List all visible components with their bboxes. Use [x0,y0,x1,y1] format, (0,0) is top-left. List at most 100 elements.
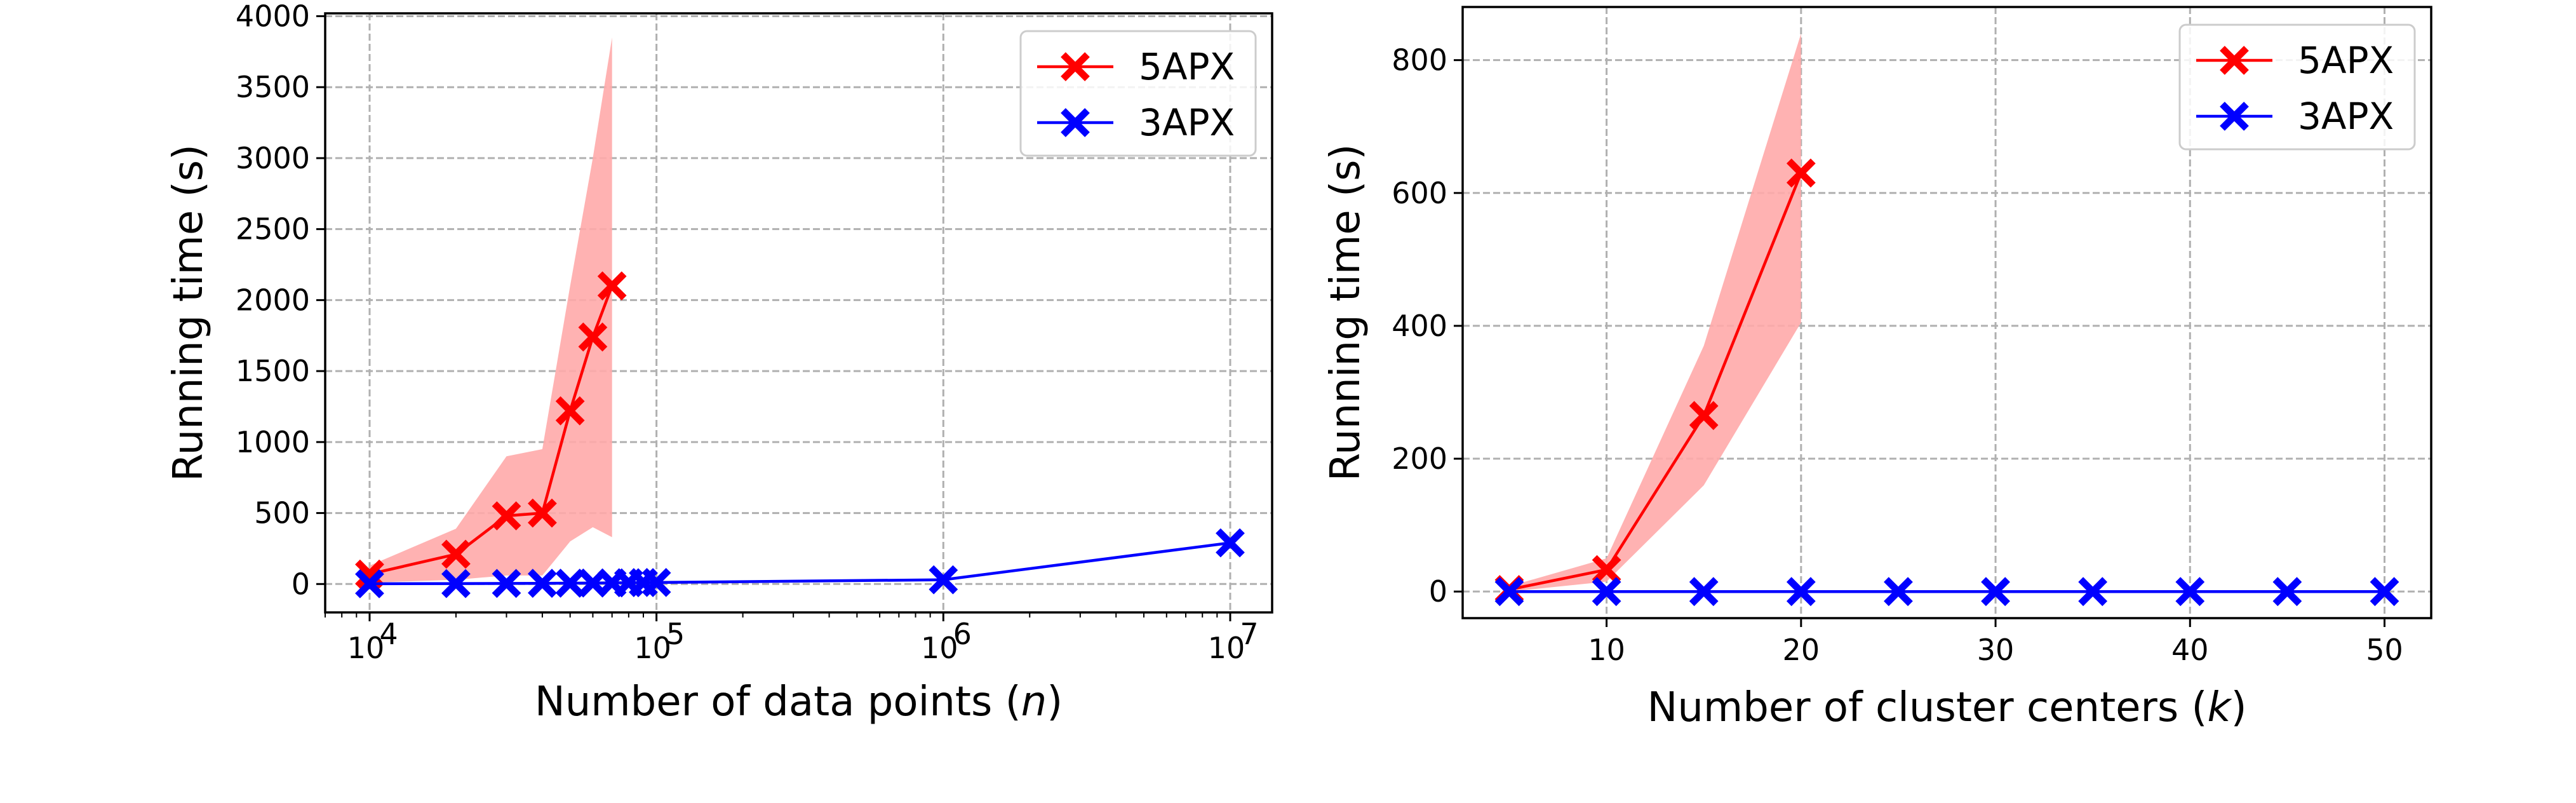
x-tick-label: 10 [1588,633,1625,667]
y-tick-label: 0 [292,567,310,601]
x-tick-label: 107 [1208,617,1259,665]
x-tick-label: 104 [347,617,398,665]
x-axis-label-end: ) [2231,684,2247,731]
x-axis-label-var: n [1021,678,1047,725]
x-axis-label: Number of data points (n) [535,678,1063,725]
marker-stroke [528,498,557,528]
y-tick-label: 0 [1429,574,1447,609]
marker-stroke [492,569,521,598]
y-axis-label: Running time (s) [165,144,212,482]
data-point-5APX [355,559,384,589]
x-tick-label-exp: 4 [379,617,398,651]
data-point-5APX [1592,555,1621,584]
legend-entry-5APX: 5APX [1037,45,1235,88]
y-tick-label: 600 [1392,176,1447,210]
data-point-3APX [1884,577,1913,607]
data-point-5APX [597,271,627,300]
data-point-3APX [2078,577,2108,607]
x-tick-label: 20 [1783,633,1820,667]
data-point-3APX [2175,577,2205,607]
data-point-3APX [1689,577,1719,607]
confidence-band-5APX [370,37,612,583]
series-line-5APX [1509,172,1802,591]
x-tick-label-exp: 5 [666,617,685,651]
marker-stroke [2272,577,2302,607]
confidence-band-5APX [1509,33,1801,592]
x-tick-label: 106 [921,617,972,665]
x-tick-label: 50 [2366,633,2403,667]
axes-frame [1461,6,2432,619]
data-point-5APX [1786,158,1816,188]
marker-stroke [2078,577,2108,607]
legend-label: 5APX [1139,45,1235,88]
x-axis-label-var: k [2208,684,2233,731]
marker-stroke [1689,401,1719,430]
x-tick-label: 30 [1977,633,2015,667]
marker-stroke [492,501,521,530]
x-tick-label-base: 10 [921,631,958,665]
data-point-3APX [1592,577,1621,607]
series-line-3APX [369,541,1231,586]
x-axis-label-text: Number of data points ( [535,678,1021,725]
x-axis-label: Number of cluster centers (k) [1647,684,2246,731]
data-point-3APX [2272,577,2302,607]
y-tick-label: 500 [254,496,310,530]
legend: 5APX 3APX [1019,30,1257,157]
data-layer [1494,33,2399,607]
y-tick-label: 1000 [236,425,310,459]
marker-stroke [1786,577,1816,607]
data-point-5APX [578,322,608,352]
y-tick-label: 400 [1392,309,1447,343]
y-tick-label: 800 [1392,43,1447,78]
data-point-3APX [528,569,557,598]
marker-stroke [555,569,585,598]
data-point-3APX [929,565,958,595]
chart-panel-2: 0 200 400 600 800 10 20 30 40 50 Number of cluster… [1322,6,2432,731]
data-point-3APX [1216,528,1245,558]
y-tick-label: 3000 [236,141,310,175]
y-tick-label: 3500 [236,70,310,104]
marker-stroke [597,271,627,300]
x-tick-label: 105 [634,617,685,665]
x-axis-label-text: Number of cluster centers ( [1647,684,2207,731]
y-tick-label: 1500 [236,354,310,388]
data-point-3APX [1981,577,2010,607]
marker-stroke [1689,577,1719,607]
y-tick-label: 4000 [236,0,310,33]
data-point-5APX [528,498,557,528]
axes-frame [324,12,1273,614]
marker-stroke [355,569,384,598]
data-point-3APX [1786,577,1816,607]
x-tick-label: 40 [2171,633,2209,667]
legend-entry-5APX: 5APX [2196,39,2394,82]
marker-stroke [441,569,471,598]
marker-stroke [1884,577,1913,607]
data-point-5APX [1689,401,1719,430]
marker-stroke [1216,528,1245,558]
data-point-5APX [441,539,471,569]
data-point-3APX [2370,577,2399,607]
data-point-3APX [492,569,521,598]
legend-label: 5APX [2298,39,2394,82]
data-point-3APX [641,567,671,597]
legend-label: 3APX [2298,95,2394,138]
marker-stroke [1592,555,1621,584]
marker-stroke [1981,577,2010,607]
y-axis-label: Running time (s) [1322,144,1369,482]
data-layer [355,37,1245,598]
marker-stroke [641,567,671,597]
marker-stroke [929,565,958,595]
marker-stroke [528,569,557,598]
marker-stroke [1786,158,1816,188]
legend-label: 3APX [1139,101,1235,144]
marker-stroke [355,559,384,589]
data-point-5APX [555,396,585,426]
y-axis: 0 200 400 600 800 [1392,43,1463,609]
legend-entry-3APX: 3APX [1037,101,1235,144]
x-axis: 104 105 106 107 [325,612,1259,665]
legend-marker [1061,108,1090,137]
marker-stroke [578,322,608,352]
x-tick-label-base: 10 [347,631,385,665]
marker-stroke [2175,577,2205,607]
